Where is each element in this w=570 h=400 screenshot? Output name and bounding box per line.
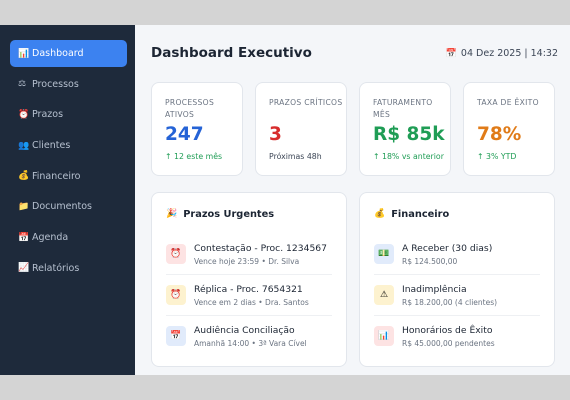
list-item[interactable]: 💵 A Receber (30 dias) R$ 124.500,00	[374, 234, 540, 275]
calendar-icon: 📅	[166, 326, 186, 346]
stat-card-processos[interactable]: PROCESSOS ATIVOS 247 ↑ 12 este mês	[151, 82, 243, 176]
bar-chart-icon: 📊	[18, 48, 30, 59]
sidebar-item-documentos[interactable]: 📁 Documentos	[10, 193, 127, 220]
sidebar-item-label: Financeiro	[32, 170, 81, 182]
financeiro-panel: 💰 Financeiro 💵 A Receber (30 dias) R$ 12…	[359, 192, 555, 367]
stat-card-prazos[interactable]: PRAZOS CRÍTICOS 3 Próximas 48h	[255, 82, 347, 176]
party-popper-icon: 🎉	[166, 209, 178, 219]
bar-chart-icon: 📊	[374, 326, 394, 346]
item-subtitle: Amanhã 14:00 • 3ª Vara Cível	[194, 338, 307, 348]
list-item[interactable]: ⚠ Inadimplência R$ 18.200,00 (4 clientes…	[374, 275, 540, 316]
list-item[interactable]: 📅 Audiência Conciliação Amanhã 14:00 • 3…	[166, 316, 332, 356]
scales-icon: ⚖	[18, 79, 27, 90]
sidebar-item-label: Dashboard	[32, 48, 84, 59]
datetime: 📅 04 Dez 2025 | 14:32	[446, 48, 558, 59]
sidebar-item-label: Relatórios	[32, 262, 80, 274]
sidebar-item-financeiro[interactable]: 💰 Financeiro	[10, 163, 127, 190]
item-title: Honorários de Êxito	[402, 324, 493, 336]
stat-label: PRAZOS CRÍTICOS	[269, 98, 343, 107]
sidebar-item-label: Documentos	[32, 201, 92, 213]
alarm-clock-icon: ⏰	[18, 109, 30, 120]
stat-sub: ↑ 18% vs anterior	[373, 152, 444, 161]
stat-card-exito[interactable]: TAXA DE ÊXITO 78% ↑ 3% YTD	[463, 82, 555, 176]
panel-title-text: Financeiro	[391, 208, 450, 220]
users-icon: 👥	[18, 140, 30, 151]
sidebar-item-relatorios[interactable]: 📈 Relatórios	[10, 255, 127, 282]
calendar-icon: 📅	[445, 48, 457, 59]
list-item[interactable]: 📊 Honorários de Êxito R$ 45.000,00 pende…	[374, 316, 540, 356]
money-bag-icon: 💰	[374, 209, 386, 219]
stat-value: 247	[165, 124, 204, 145]
calendar-icon: 📅	[18, 232, 30, 243]
item-subtitle: R$ 124.500,00	[402, 256, 458, 266]
stat-label: TAXA DE ÊXITO	[477, 98, 539, 107]
item-subtitle: R$ 18.200,00 (4 clientes)	[402, 297, 498, 307]
line-chart-icon: 📈	[18, 263, 30, 274]
banknote-icon: 💵	[374, 244, 394, 264]
stat-label: PROCESSOS ATIVOS	[165, 98, 215, 119]
sidebar-item-clientes[interactable]: 👥 Clientes	[10, 132, 127, 159]
list-item[interactable]: ⏰ Réplica - Proc. 7654321 Vence em 2 dia…	[166, 275, 332, 316]
warning-icon: ⚠	[374, 285, 394, 305]
sidebar-item-label: Prazos	[32, 109, 64, 121]
datetime-text: 04 Dez 2025 | 14:32	[460, 48, 558, 59]
list-item[interactable]: ⏰ Contestação - Proc. 1234567 Vence hoje…	[166, 234, 332, 275]
sidebar-item-label: Agenda	[32, 232, 69, 244]
panel-title: 🎉 Prazos Urgentes	[166, 207, 332, 221]
item-title: Inadimplência	[402, 283, 467, 295]
sidebar-item-prazos[interactable]: ⏰ Prazos	[10, 101, 127, 128]
money-bag-icon: 💰	[18, 171, 30, 182]
stat-sub: Próximas 48h	[269, 152, 322, 161]
alarm-clock-icon: ⏰	[166, 244, 186, 264]
sidebar: 📊 Dashboard ⚖ Processos ⏰ Prazos 👥 Clien…	[0, 25, 135, 375]
stat-label: FATURAMENTO MÊS	[373, 98, 433, 119]
stat-card-faturamento[interactable]: FATURAMENTO MÊS R$ 85k ↑ 18% vs anterior	[359, 82, 451, 176]
page-title: Dashboard Executivo	[151, 45, 312, 61]
stat-value: R$ 85k	[373, 124, 445, 145]
item-subtitle: R$ 45.000,00 pendentes	[402, 338, 495, 348]
stat-value: 3	[269, 124, 282, 145]
stat-sub: ↑ 3% YTD	[477, 152, 517, 161]
app-window: 📊 Dashboard ⚖ Processos ⏰ Prazos 👥 Clien…	[0, 25, 570, 375]
sidebar-item-label: Processos	[32, 78, 79, 90]
main-content: Dashboard Executivo 📅 04 Dez 2025 | 14:3…	[135, 25, 570, 375]
item-subtitle: Vence hoje 23:59 • Dr. Silva	[194, 256, 300, 266]
sidebar-item-label: Clientes	[32, 140, 71, 152]
item-subtitle: Vence em 2 dias • Dra. Santos	[194, 297, 309, 307]
item-title: Contestação - Proc. 1234567	[194, 242, 327, 254]
stat-value: 78%	[477, 124, 522, 145]
folder-icon: 📁	[18, 201, 30, 212]
sidebar-item-agenda[interactable]: 📅 Agenda	[10, 224, 127, 251]
panel-title: 💰 Financeiro	[374, 207, 540, 221]
item-title: A Receber (30 dias)	[402, 242, 493, 254]
prazos-urgentes-panel: 🎉 Prazos Urgentes ⏰ Contestação - Proc. …	[151, 192, 347, 367]
item-title: Audiência Conciliação	[194, 324, 295, 336]
stat-sub: ↑ 12 este mês	[165, 152, 223, 161]
panel-title-text: Prazos Urgentes	[183, 208, 275, 220]
alarm-clock-icon: ⏰	[166, 285, 186, 305]
sidebar-item-dashboard[interactable]: 📊 Dashboard	[10, 40, 127, 67]
sidebar-item-processos[interactable]: ⚖ Processos	[10, 71, 127, 98]
item-title: Réplica - Proc. 7654321	[194, 283, 303, 295]
